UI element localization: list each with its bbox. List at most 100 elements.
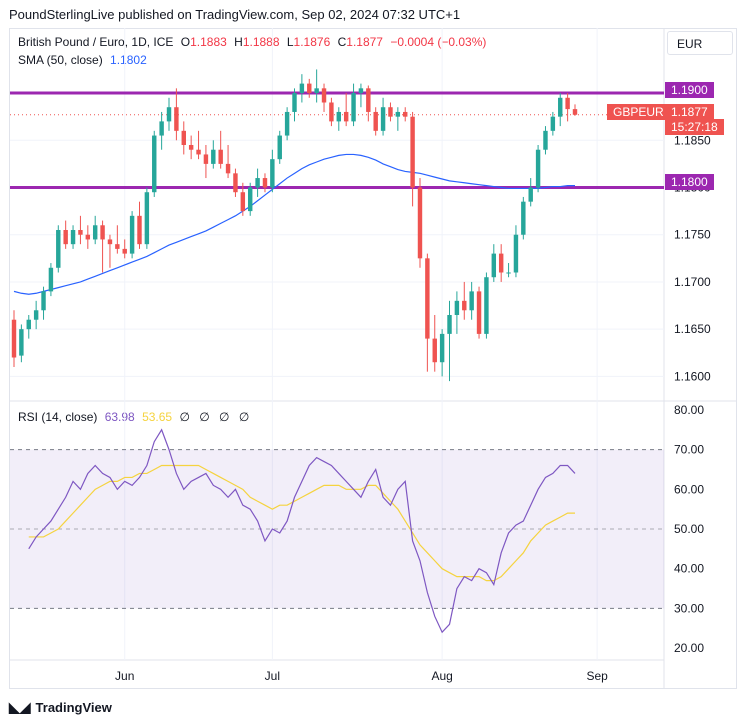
rsi-label: RSI (14, close) (18, 410, 98, 424)
candle-body (528, 187, 533, 202)
price-tick-label: 1.1700 (674, 275, 711, 289)
sma-value: 1.1802 (110, 53, 147, 67)
rsi-ma-value: 53.65 (142, 410, 173, 424)
candle-body (196, 149, 201, 155)
rsi-tick-label: 80.00 (674, 403, 704, 417)
candle-body (78, 230, 83, 235)
candle-body (521, 201, 526, 235)
candle-body (484, 277, 489, 334)
candle-body (137, 215, 142, 245)
symbol-tag: GBPEUR (607, 104, 670, 120)
candle-body (19, 329, 24, 356)
chart-frame (9, 28, 737, 689)
candle-body (410, 116, 415, 188)
rsi-ma-line (28, 464, 575, 582)
candle-body (218, 149, 223, 164)
candle-body (85, 234, 91, 240)
price-legend: British Pound / Euro, 1D, ICE O1.1883 H1… (18, 35, 486, 49)
price-tick-label: 1.1750 (674, 228, 711, 242)
candle-body (403, 111, 408, 117)
low-label: L (286, 35, 294, 49)
candle-body (572, 109, 578, 115)
tradingview-logo[interactable]: ◣◢ TradingView (9, 699, 112, 716)
candle-body (262, 178, 268, 188)
candle-body (336, 111, 342, 122)
last-price-tag: 1.1877 (665, 104, 714, 120)
candle-body (211, 149, 216, 164)
candle-body (292, 93, 297, 112)
time-tick-label: Jun (115, 669, 134, 683)
time-tick-label: Jul (265, 669, 280, 683)
candle-body (144, 192, 150, 245)
candle-body (358, 88, 364, 94)
candle-body (129, 215, 135, 254)
close-label: C (337, 35, 347, 49)
candle-body (63, 230, 68, 245)
high-label: H (234, 35, 243, 49)
sma-label: SMA (50, close) (18, 53, 103, 67)
currency-selector[interactable]: EUR (667, 31, 733, 55)
candle-body (380, 107, 386, 131)
rsi-extra-values: ∅ ∅ ∅ ∅ (179, 410, 253, 424)
candle-body (299, 83, 305, 94)
candle-body (152, 135, 157, 193)
sma-legend[interactable]: SMA (50, close) 1.1802 (18, 53, 147, 67)
tv-logo-icon: ◣◢ (9, 699, 31, 715)
close-value: 1.1877 (346, 35, 383, 49)
sma-line (13, 153, 575, 295)
candle-body (240, 192, 246, 212)
candle-body (48, 267, 54, 292)
candle-body (122, 248, 127, 254)
candle-body (11, 319, 17, 358)
candle-body (159, 121, 164, 136)
candle-body (181, 130, 186, 145)
rsi-legend[interactable]: RSI (14, close) 63.98 53.65 ∅ ∅ ∅ ∅ (18, 410, 252, 424)
candle-body (188, 145, 194, 150)
candle-body (225, 163, 231, 174)
rsi-tick-label: 40.00 (674, 562, 704, 576)
candle-body (454, 300, 460, 315)
rsi-tick-label: 60.00 (674, 482, 704, 496)
price-tick-label: 1.1650 (674, 322, 711, 336)
candle-body (174, 107, 179, 131)
candle-body (395, 111, 401, 117)
candle-body (469, 291, 474, 311)
candle-body (277, 135, 282, 160)
candle-body (388, 107, 393, 117)
low-value: 1.1876 (293, 35, 331, 49)
candle-body (321, 88, 327, 103)
symbol-label[interactable]: British Pound / Euro, 1D, ICE (18, 35, 174, 49)
open-label: O (180, 35, 191, 49)
candle-body (417, 187, 423, 259)
candle-body (491, 253, 497, 278)
rsi-tick-label: 70.00 (674, 443, 704, 457)
candle-body (447, 315, 452, 334)
high-value: 1.1888 (242, 35, 280, 49)
rsi-tick-label: 30.00 (674, 601, 704, 615)
candle-body (33, 310, 39, 320)
candle-body (70, 230, 76, 245)
candle-body (314, 88, 319, 94)
candle-body (247, 187, 253, 212)
candle-body (41, 291, 46, 311)
candle-body (343, 111, 349, 122)
candle-body (558, 97, 563, 117)
candle-body (366, 88, 371, 112)
change-value: −0.0004 (−0.03%) (390, 35, 487, 49)
countdown-tag: 15:27:18 (665, 119, 724, 135)
rsi-line (28, 428, 576, 634)
rsi-tick-label: 50.00 (674, 522, 704, 536)
candle-body (284, 111, 290, 136)
candle-body (107, 239, 113, 245)
candle-body (425, 258, 430, 339)
candle-body (432, 338, 437, 363)
candle-body (307, 83, 312, 94)
candle-body (462, 300, 467, 311)
time-tick-label: Sep (586, 669, 608, 683)
brand-label: TradingView (35, 700, 112, 715)
candle-body (476, 291, 482, 334)
price-tick-label: 1.1850 (674, 133, 711, 147)
candle-body (513, 234, 519, 273)
candle-body (166, 107, 172, 122)
candle-body (543, 130, 548, 150)
